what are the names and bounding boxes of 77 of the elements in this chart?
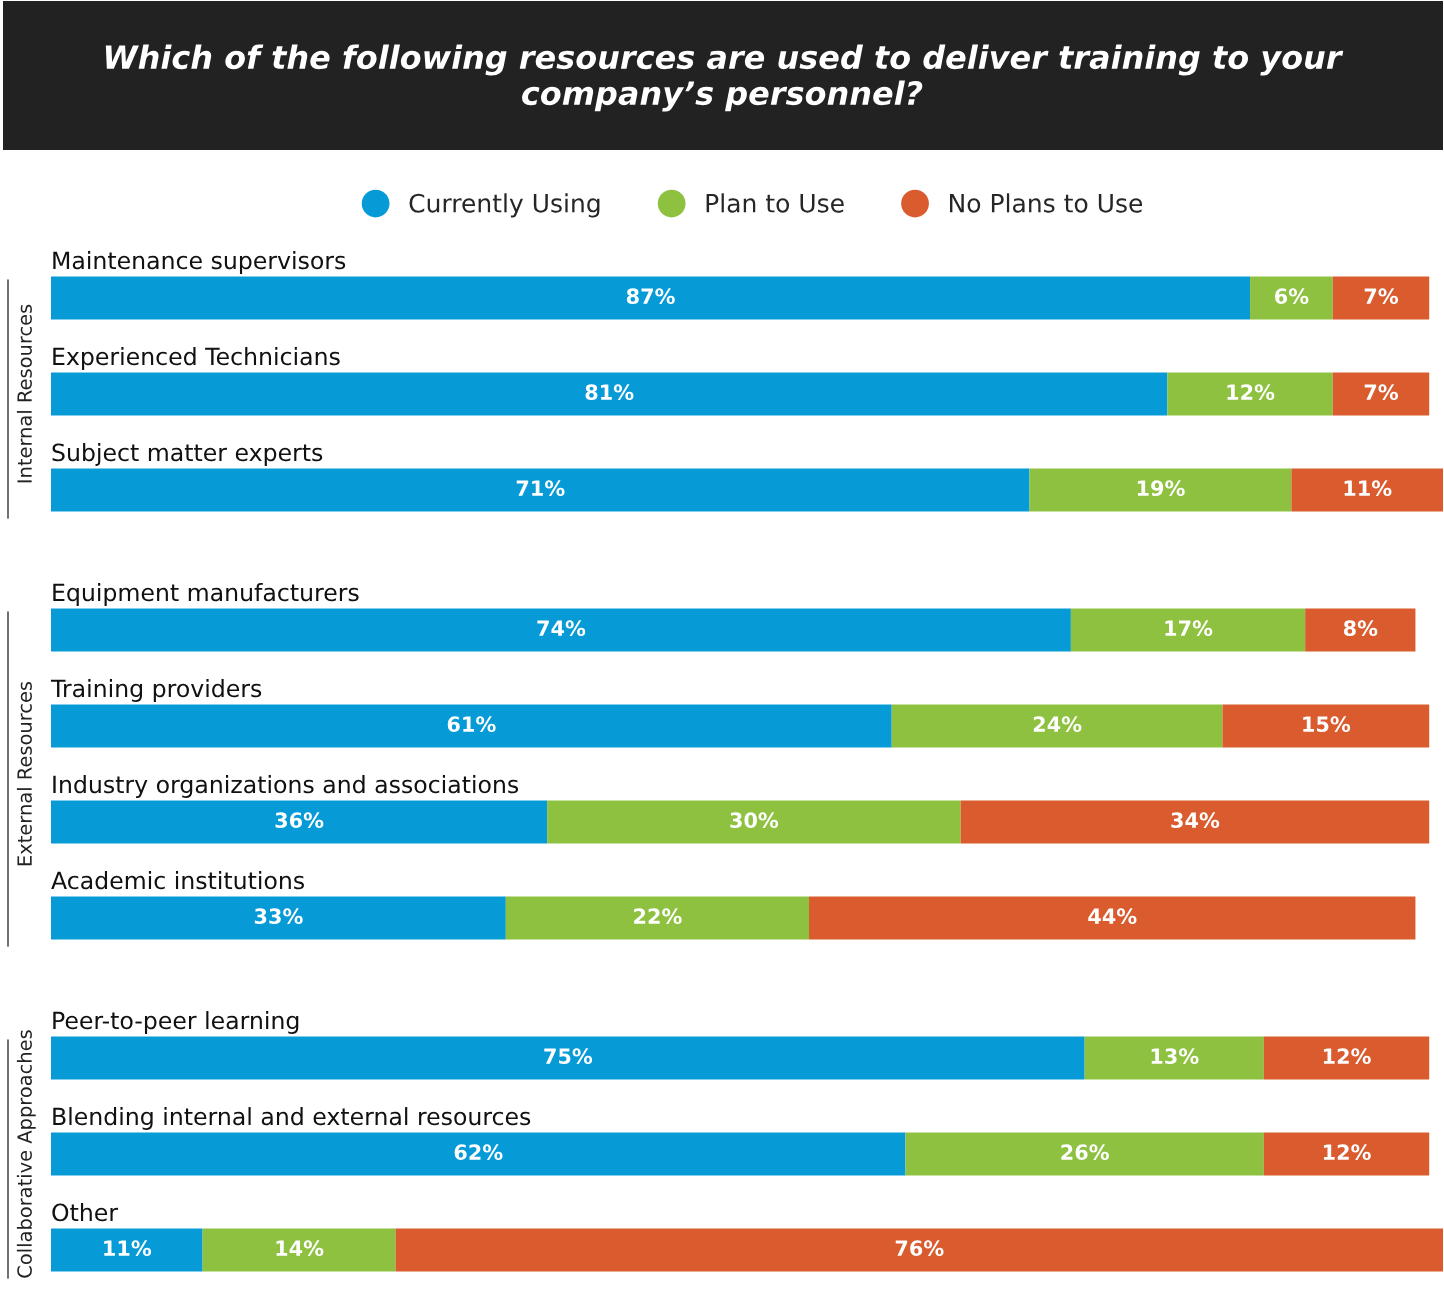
data-label: 76% [895, 1240, 944, 1257]
data-label: 26% [1061, 1144, 1109, 1161]
data-label: 87% [626, 288, 675, 305]
bar [547, 800, 961, 844]
data-label: 12% [1323, 1144, 1371, 1161]
data-label: 12% [1323, 1048, 1371, 1065]
chart-title: Which of the following resources are used to deliver training to your company’s personnel? [105, 44, 1344, 112]
data-label: 11% [104, 1240, 152, 1257]
bar [1070, 608, 1306, 652]
bar [1222, 704, 1430, 748]
data-label: 62% [454, 1144, 503, 1161]
bar [51, 468, 1030, 512]
data-label: 11% [1344, 480, 1392, 497]
data-label: 36% [275, 812, 324, 829]
data-label: 14% [276, 1240, 324, 1257]
bar [51, 1132, 906, 1176]
data-label: 22% [634, 908, 682, 925]
bar [51, 1036, 1085, 1080]
data-label: 7% [1364, 384, 1398, 401]
data-label: 13% [1151, 1048, 1199, 1065]
category-label: Peer-to-peer learning [53, 1011, 299, 1034]
data-label: 12% [1227, 384, 1275, 401]
bar [51, 800, 548, 844]
data-label: 75% [544, 1048, 593, 1065]
bar [960, 800, 1430, 844]
category-label: Subject matter experts [52, 443, 323, 466]
bar [1167, 372, 1333, 416]
data-label: 33% [254, 908, 303, 925]
category-label: Equipment manufacturers [53, 583, 359, 606]
bar [505, 896, 810, 940]
data-label: 44% [1088, 908, 1137, 925]
data-label: 15% [1303, 716, 1351, 733]
bar [51, 704, 892, 748]
y-axis-title: Internal Resources [16, 304, 32, 483]
bar [891, 704, 1223, 748]
bar [1263, 1132, 1430, 1176]
bar [395, 1228, 1443, 1272]
data-label: 30% [730, 812, 779, 829]
bar [51, 1228, 203, 1272]
bar [51, 276, 1251, 320]
legend-label: Currently Using [409, 193, 600, 218]
data-label: 7% [1364, 288, 1398, 305]
bar [1305, 608, 1416, 652]
legend-label: No Plans to Use [949, 193, 1143, 213]
data-label: 81% [585, 384, 634, 401]
category-label: Training providers [50, 679, 262, 702]
data-label: 8% [1343, 620, 1378, 637]
data-label: 34% [1171, 812, 1220, 829]
bar [1291, 468, 1443, 512]
category-label: Experienced Technicians [53, 347, 340, 370]
y-axis-title: External Resources [16, 681, 32, 866]
y-axis-title: Collaborative Approaches [16, 1030, 36, 1278]
data-label: 74% [537, 620, 586, 637]
category-label: Academic institutions [51, 871, 304, 890]
legend-label: Plan to Use [706, 193, 844, 213]
bar [202, 1228, 396, 1272]
category-label: Blending internal and external resources [53, 1107, 531, 1130]
data-label: 24% [1033, 716, 1082, 733]
data-label: 19% [1137, 480, 1185, 497]
category-label: Other [52, 1203, 119, 1222]
bar [1332, 372, 1430, 416]
bar [905, 1132, 1264, 1176]
bar [1263, 1036, 1430, 1080]
data-label: 17% [1165, 620, 1213, 637]
data-label: 6% [1275, 288, 1309, 305]
bar [1250, 276, 1333, 320]
category-label: Industry organizations and associations [53, 775, 519, 798]
data-label: 61% [447, 716, 496, 733]
bar [1332, 276, 1430, 320]
bar [1029, 468, 1292, 512]
bar [51, 372, 1168, 416]
bar [809, 896, 1416, 940]
data-label: 71% [516, 480, 565, 497]
bar [51, 608, 1071, 652]
category-label: Maintenance supervisors [53, 251, 346, 274]
bar [51, 896, 506, 940]
bar [1084, 1036, 1264, 1080]
